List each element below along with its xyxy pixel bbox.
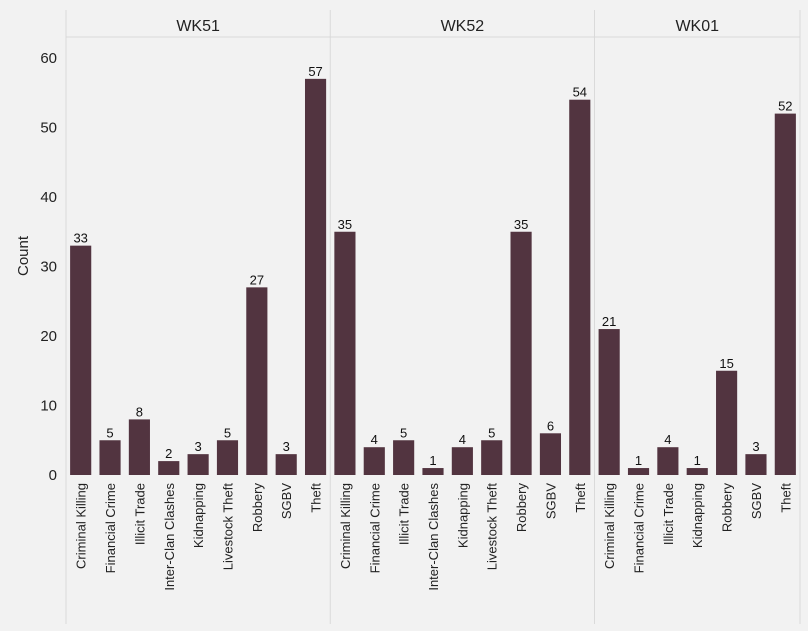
bar [657,447,679,475]
data-label: 35 [514,217,528,232]
x-tick-label: Kidnapping [690,483,705,548]
data-label: 52 [778,99,792,114]
data-label: 33 [73,231,87,246]
bar [716,370,738,475]
data-label: 4 [459,432,466,447]
x-tick-label: Criminal Killing [338,483,353,569]
x-tick-label: Theft [573,483,588,513]
x-tick-label: Kidnapping [191,483,206,548]
x-tick-label: Livestock Theft [220,483,235,571]
x-tick-label: Inter-Clan Clashes [162,483,177,591]
bar [569,99,591,475]
bar [158,461,180,475]
bar [334,231,356,475]
bar [481,440,503,475]
data-label: 5 [488,425,495,440]
bar [774,113,796,475]
y-axis-title: Count [15,235,32,276]
bar [128,419,150,475]
bar [510,231,532,475]
data-label: 35 [338,217,352,232]
bar [216,440,239,475]
y-tick-label: 20 [40,328,57,345]
data-label: 1 [694,453,701,468]
y-tick-label: 50 [40,120,57,137]
data-label: 5 [106,425,113,440]
data-label: 3 [195,439,202,454]
x-tick-label: Livestock Theft [485,483,500,571]
facet-label: WK01 [675,18,719,35]
bar [422,468,444,475]
x-tick-label: Illicit Trade [661,483,676,545]
bar [304,78,327,475]
y-tick-label: 30 [40,259,57,276]
y-tick-label: 0 [49,467,57,484]
x-tick-label: Robbery [514,483,529,533]
x-tick-label: SGBV [543,483,558,519]
x-tick-label: Criminal Killing [74,483,89,569]
data-label: 3 [752,439,759,454]
bar [246,287,268,475]
y-tick-label: 10 [40,398,57,415]
x-tick-label: Theft [309,483,324,513]
data-label: 27 [250,272,264,287]
bar [686,468,708,475]
x-tick-label: SGBV [279,483,294,519]
facet-wk01: WK01 21 Criminal Killing 1 Financial Crime 4 I… [594,10,801,624]
y-tick-label: 60 [40,50,57,67]
bar [187,454,209,475]
x-tick-label: SGBV [749,483,764,519]
x-tick-label: Illicit Trade [132,483,147,545]
x-tick-label: Robbery [720,483,735,533]
data-label: 6 [547,418,554,433]
y-tick-label: 40 [40,189,57,206]
data-label: 4 [664,432,671,447]
facet-label: WK52 [441,18,485,35]
data-label: 3 [283,439,290,454]
x-tick-label: Inter-Clan Clashes [426,483,441,591]
x-tick-label: Criminal Killing [602,483,617,569]
data-label: 5 [224,425,231,440]
data-label: 8 [136,404,143,419]
x-tick-label: Theft [778,483,793,513]
data-label: 5 [400,425,407,440]
data-label: 21 [602,314,616,329]
data-label: 1 [429,453,436,468]
data-label: 1 [635,453,642,468]
facet-wk52: WK52 35 Criminal Killing 4 Financial Crime 5 I… [330,10,595,624]
bar [363,447,385,475]
bar [99,440,121,475]
bar [393,440,415,475]
x-tick-label: Financial Crime [103,483,118,573]
bar [70,245,92,475]
bar [275,454,297,475]
bar [627,468,650,475]
bar [539,433,562,475]
data-label: 4 [371,432,378,447]
x-tick-label: Illicit Trade [397,483,412,545]
x-tick-label: Kidnapping [455,483,470,548]
x-tick-label: Robbery [250,483,265,533]
data-label: 54 [573,85,587,100]
x-tick-label: Financial Crime [367,483,382,573]
data-label: 57 [308,64,322,79]
x-tick-label: Financial Crime [632,483,647,573]
data-label: 2 [165,446,172,461]
bar [451,447,473,475]
bar [745,454,767,475]
data-label: 15 [719,356,733,371]
bar [598,329,620,475]
facet-label: WK51 [176,18,220,35]
